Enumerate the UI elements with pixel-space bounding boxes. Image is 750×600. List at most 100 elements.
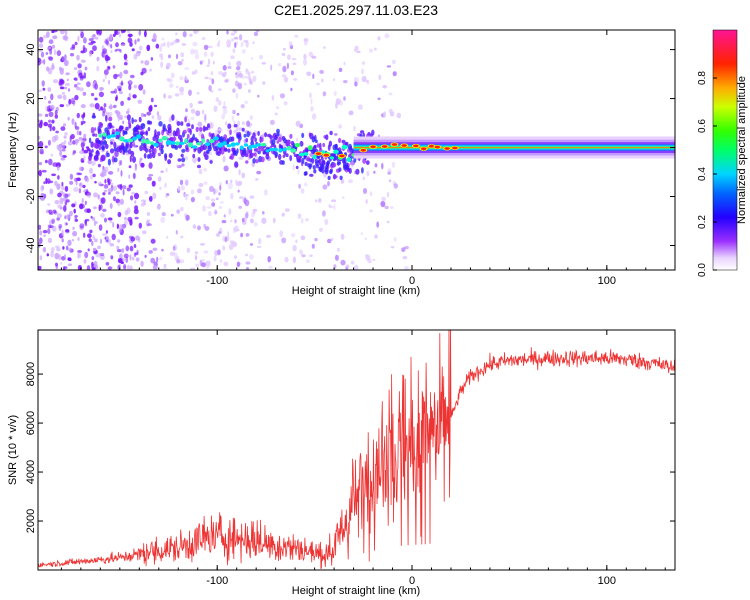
noise-blob <box>130 236 136 242</box>
noise-blob <box>62 246 65 250</box>
noise-blob <box>113 73 118 80</box>
noise-blob <box>67 88 71 92</box>
noise-blob <box>222 245 225 251</box>
noise-blob <box>160 216 166 223</box>
noise-blob <box>118 229 122 233</box>
noise-blob <box>52 35 58 40</box>
noise-blob <box>113 104 117 109</box>
noise-blob <box>132 172 136 180</box>
noise-blob <box>86 192 92 198</box>
noise-blob <box>203 250 209 254</box>
noise-blob <box>119 198 124 205</box>
noise-blob <box>219 182 222 186</box>
colorbar-tick-label: 0.8 <box>697 71 708 85</box>
noise-blob <box>245 68 248 73</box>
signal-blob <box>206 138 210 144</box>
noise-blob <box>64 215 67 220</box>
noise-blob <box>338 124 343 129</box>
noise-blob <box>120 170 123 177</box>
noise-blob <box>61 185 64 191</box>
noise-blob <box>39 43 44 48</box>
noise-blob <box>168 78 173 83</box>
signal-blob <box>180 121 184 126</box>
noise-blob <box>197 100 203 105</box>
noise-blob <box>129 42 133 47</box>
peak-blob <box>434 145 441 149</box>
signal-blob <box>157 152 161 157</box>
noise-blob <box>226 30 229 35</box>
noise-blob <box>58 226 62 231</box>
noise-blob <box>67 116 70 121</box>
noise-blob <box>294 34 299 38</box>
noise-blob <box>327 181 330 187</box>
noise-blob <box>63 140 67 145</box>
signal-blob <box>199 127 203 132</box>
noise-blob <box>229 240 235 245</box>
noise-blob <box>333 203 336 211</box>
noise-blob <box>47 237 53 244</box>
noise-blob <box>100 238 102 244</box>
noise-blob <box>40 185 44 192</box>
noise-blob <box>84 223 88 227</box>
signal-core <box>136 134 142 139</box>
noise-blob <box>194 251 198 255</box>
noise-blob <box>343 96 346 101</box>
signal-blob <box>186 133 190 139</box>
signal-blob <box>336 161 340 166</box>
noise-blob <box>295 239 298 244</box>
noise-blob <box>78 131 82 136</box>
noise-blob <box>148 174 154 177</box>
noise-blob <box>48 158 53 166</box>
noise-blob <box>293 78 298 81</box>
noise-blob <box>348 110 354 116</box>
noise-blob <box>102 208 107 212</box>
signal-blob <box>252 158 256 164</box>
noise-blob <box>235 179 238 186</box>
signal-blob <box>314 134 317 141</box>
noise-blob <box>80 140 86 143</box>
signal-blob <box>182 129 187 134</box>
noise-blob <box>87 233 92 239</box>
signal-blob <box>353 157 357 163</box>
noise-blob <box>236 66 241 71</box>
spectrogram-marks <box>38 30 675 270</box>
signal-blob <box>325 134 329 141</box>
signal-blob <box>164 128 167 132</box>
noise-blob <box>126 110 130 114</box>
noise-blob <box>43 58 46 65</box>
noise-blob <box>140 260 144 267</box>
noise-blob <box>95 267 99 270</box>
noise-blob <box>78 182 83 188</box>
signal-blob <box>237 131 242 138</box>
signal-blob <box>260 156 265 163</box>
signal-blob <box>278 153 282 161</box>
noise-blob <box>80 59 86 63</box>
noise-blob <box>252 41 255 45</box>
noise-blob <box>122 120 125 125</box>
noise-blob <box>103 103 107 108</box>
noise-blob <box>321 78 324 83</box>
signal-blob <box>155 134 160 140</box>
noise-blob <box>234 80 239 87</box>
noise-blob <box>96 65 100 72</box>
signal-core <box>235 142 240 146</box>
noise-blob <box>65 245 69 251</box>
noise-blob <box>116 245 120 250</box>
noise-blob <box>128 165 132 169</box>
noise-blob <box>199 243 206 246</box>
noise-blob <box>122 258 126 262</box>
colorbar-tick-label: 0.6 <box>697 119 708 133</box>
noise-blob <box>306 71 312 77</box>
noise-blob <box>134 216 139 220</box>
noise-blob <box>91 34 96 40</box>
signal-blob <box>332 162 337 168</box>
noise-blob <box>78 136 83 141</box>
noise-blob <box>213 105 218 112</box>
noise-blob <box>65 72 70 76</box>
noise-blob <box>298 183 301 189</box>
signal-blob <box>231 136 235 142</box>
noise-blob <box>360 232 364 235</box>
noise-blob <box>222 106 227 109</box>
noise-blob <box>402 255 408 260</box>
noise-blob <box>137 38 140 42</box>
